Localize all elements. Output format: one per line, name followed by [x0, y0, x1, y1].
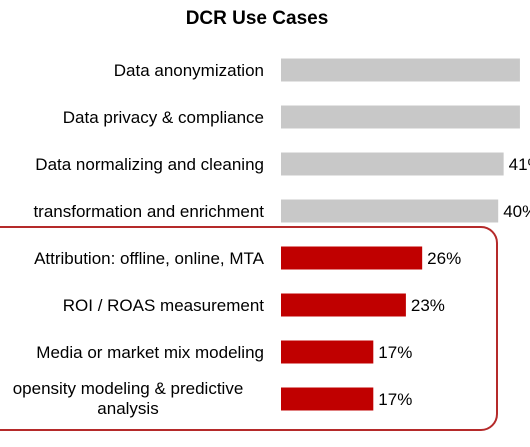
bar	[281, 340, 374, 364]
category-label: Media or market mix modeling	[36, 343, 264, 362]
category-label: opensity modeling & predictive analysis	[13, 379, 244, 418]
value-label: 17%	[378, 390, 412, 409]
category-label: Data anonymization	[114, 61, 264, 80]
chart-title: DCR Use Cases	[186, 8, 329, 29]
bar	[281, 105, 520, 129]
value-label: 40%	[503, 202, 530, 221]
bar	[281, 152, 504, 176]
bar	[281, 58, 520, 82]
value-label: 17%	[378, 343, 412, 362]
value-label: 26%	[427, 249, 461, 268]
bars-layer	[281, 58, 520, 411]
value-label: 41%	[509, 155, 530, 174]
bar	[281, 387, 374, 411]
labels-layer: Data anonymization Data privacy & complia…	[13, 61, 530, 418]
value-label: 23%	[411, 296, 445, 315]
highlight-box	[0, 226, 498, 431]
category-label: Data normalizing and cleaning	[35, 155, 264, 174]
bar	[281, 246, 423, 270]
category-label: Data privacy & compliance	[63, 108, 264, 127]
category-label: Attribution: offline, online, MTA	[34, 249, 265, 268]
bar	[281, 199, 499, 223]
category-label: transformation and enrichment	[33, 202, 264, 221]
category-label: ROI / ROAS measurement	[63, 296, 265, 315]
bar	[281, 293, 406, 317]
